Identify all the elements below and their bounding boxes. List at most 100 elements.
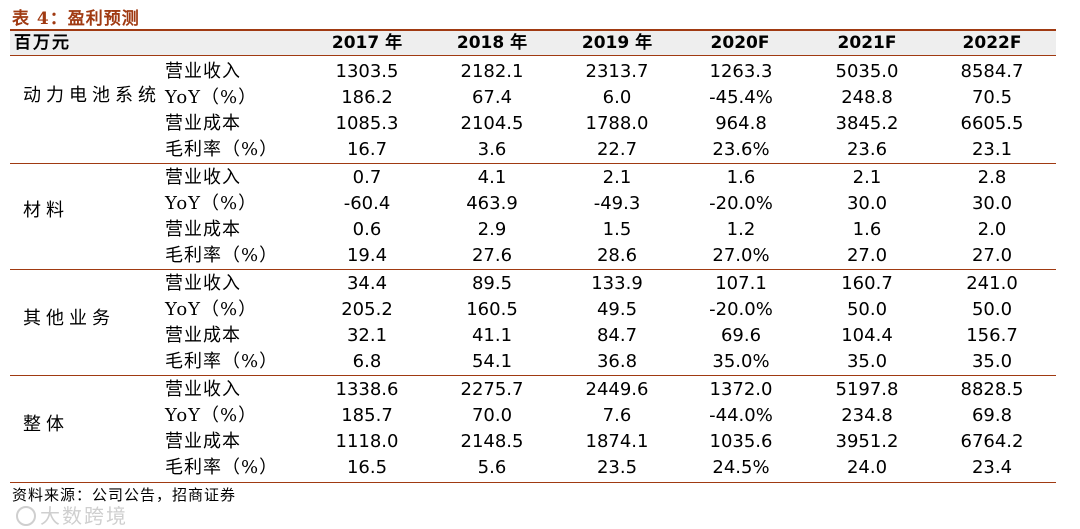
table-cell: 0.6 [352, 219, 382, 240]
table-row: 营业成本 32.1 41.1 84.7 69.6 104.4 156.7 [10, 323, 1056, 349]
unit-label: 百万元 [14, 33, 71, 53]
table-cell: 6.0 [602, 87, 632, 108]
table-cell: 241.0 [966, 273, 1018, 294]
table-cell: 50.0 [971, 299, 1013, 320]
table-cell: 964.8 [715, 113, 767, 134]
table-cell: 1035.6 [709, 431, 773, 452]
table-cell: 23.6% [712, 139, 770, 160]
table-cell: 70.5 [971, 87, 1013, 108]
table-cell: 49.5 [596, 299, 638, 320]
table-row: 营业收入 34.4 89.5 133.9 107.1 160.7 241.0 [10, 271, 1056, 297]
section-label: 整体 [23, 414, 69, 435]
table-cell: 8828.5 [960, 379, 1024, 400]
table-cell: -45.4% [709, 87, 773, 108]
section-label: 其他业务 [23, 308, 115, 329]
table-cell: -20.0% [709, 299, 773, 320]
table-cell: 160.5 [466, 299, 518, 320]
table-cell: 84.7 [596, 325, 638, 346]
table-cell: 1118.0 [335, 431, 399, 452]
table-row: 营业收入 1303.5 2182.1 2313.7 1263.3 5035.0 8584.7 [10, 59, 1056, 85]
table-section: 材料 营业收入 0.7 4.1 2.1 1.6 2.1 2.8 YoY（%） -60.4 463.9… [10, 164, 1056, 270]
table-cell: 41.1 [471, 325, 513, 346]
table-cell: 22.7 [596, 139, 638, 160]
table-cell: 2.9 [477, 219, 507, 240]
table-cell: 156.7 [966, 325, 1018, 346]
table-cell: 2148.5 [460, 431, 524, 452]
year-header-2018: 2018 年 [456, 33, 528, 53]
metric-label: 毛利率（%） [165, 457, 279, 478]
table-cell: -60.4 [343, 193, 391, 214]
metric-label: YoY（%） [165, 87, 258, 108]
table-cell: 67.4 [471, 87, 513, 108]
table-cell: 8584.7 [960, 61, 1024, 82]
table-cell: 30.0 [846, 193, 888, 214]
table-section: 其他业务 营业收入 34.4 89.5 133.9 107.1 160.7 241.0 YoY（… [10, 270, 1056, 376]
table-cell: 234.8 [841, 405, 893, 426]
table-cell: 186.2 [341, 87, 393, 108]
table-row: 营业成本 1118.0 2148.5 1874.1 1035.6 3951.2 6764.2 [10, 429, 1056, 455]
table-row: 毛利率（%） 6.8 54.1 36.8 35.0% 35.0 35.0 [10, 349, 1056, 375]
table-row: 营业成本 0.6 2.9 1.5 1.2 1.6 2.0 [10, 217, 1056, 243]
table-cell: 160.7 [841, 273, 893, 294]
table-row: 毛利率（%） 19.4 27.6 28.6 27.0% 27.0 27.0 [10, 243, 1056, 269]
table-cell: 5.6 [477, 457, 507, 478]
table-cell: 3845.2 [835, 113, 899, 134]
section-label: 材料 [23, 200, 69, 221]
table-cell: 69.8 [971, 405, 1013, 426]
table-cell: 16.7 [346, 139, 388, 160]
table-cell: 248.8 [841, 87, 893, 108]
metric-label: 营业成本 [165, 325, 241, 346]
table-cell: 1372.0 [709, 379, 773, 400]
table-cell: 24.0 [846, 457, 888, 478]
table-row: 毛利率（%） 16.7 3.6 22.7 23.6% 23.6 23.1 [10, 137, 1056, 163]
table-cell: 3.6 [477, 139, 507, 160]
table-cell: 50.0 [846, 299, 888, 320]
year-header-2021f: 2021F [837, 33, 897, 53]
table-cell: 23.4 [971, 457, 1013, 478]
table-cell: 1338.6 [335, 379, 399, 400]
table-cell: 185.7 [341, 405, 393, 426]
table-cell: 36.8 [596, 351, 638, 372]
table-cell: 23.5 [596, 457, 638, 478]
metric-label: 营业收入 [165, 61, 241, 82]
table-cell: 1263.3 [709, 61, 773, 82]
table-section: 整体 营业收入 1338.6 2275.7 2449.6 1372.0 5197.8 8828… [10, 376, 1056, 482]
table-cell: 2275.7 [460, 379, 524, 400]
metric-label: 营业收入 [165, 167, 241, 188]
table-cell: 16.5 [346, 457, 388, 478]
table-cell: 28.6 [596, 245, 638, 266]
table-cell: -20.0% [709, 193, 773, 214]
table-cell: 2182.1 [460, 61, 524, 82]
table-cell: 34.4 [346, 273, 388, 294]
table-cell: 24.5% [712, 457, 770, 478]
metric-label: YoY（%） [165, 193, 258, 214]
section-divider [10, 163, 1056, 164]
table-cell: 205.2 [341, 299, 393, 320]
table-cell: 1788.0 [585, 113, 649, 134]
table-cell: 30.0 [971, 193, 1013, 214]
table-cell: 2104.5 [460, 113, 524, 134]
metric-label: YoY（%） [165, 299, 258, 320]
watermark-text: 大数跨境 [40, 504, 128, 528]
table-cell: 32.1 [346, 325, 388, 346]
metric-label: 营业成本 [165, 113, 241, 134]
table-cell: 2449.6 [585, 379, 649, 400]
year-header-2017: 2017 年 [331, 33, 403, 53]
table-cell: 2.1 [602, 167, 632, 188]
table-header [10, 29, 1056, 56]
table-cell: 133.9 [591, 273, 643, 294]
table-cell: 19.4 [346, 245, 388, 266]
table-cell: 1.2 [726, 219, 756, 240]
table-cell: 6605.5 [960, 113, 1024, 134]
table-cell: 6.8 [352, 351, 382, 372]
year-header-2020f: 2020F [710, 33, 770, 53]
table-cell: 27.0 [846, 245, 888, 266]
table-cell: 104.4 [841, 325, 893, 346]
table-cell: 107.1 [715, 273, 767, 294]
table-cell: 1.6 [852, 219, 882, 240]
table-cell: 6764.2 [960, 431, 1024, 452]
table-cell: 0.7 [352, 167, 382, 188]
table-cell: 23.6 [846, 139, 888, 160]
table-cell: 35.0 [971, 351, 1013, 372]
table-cell: 89.5 [471, 273, 513, 294]
